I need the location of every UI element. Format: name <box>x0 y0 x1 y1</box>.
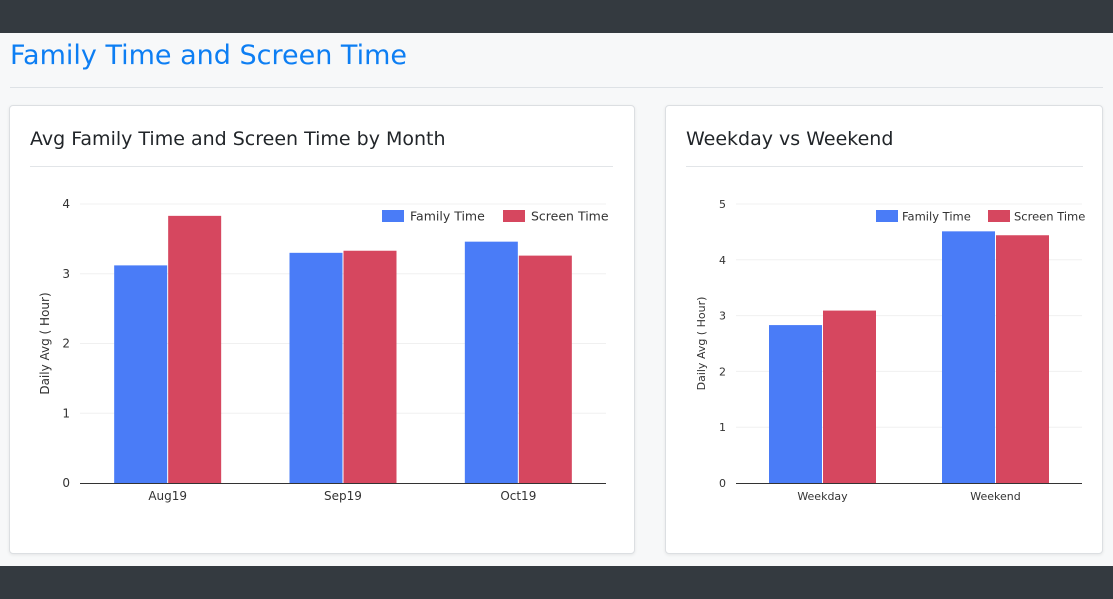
y-tick-label: 0 <box>62 476 70 490</box>
x-tick-label: Weekday <box>797 490 848 503</box>
legend-swatch <box>876 210 898 222</box>
weekday-chart-card: Weekday vs Weekend 0 1 2 3 4 5 Weekday Weekend D… <box>665 105 1103 554</box>
legend-label: Family Time <box>902 210 971 224</box>
y-axis-title: Daily Avg ( Hour) <box>695 297 708 391</box>
page-title: Family Time and Screen Time <box>10 40 407 71</box>
card-divider <box>686 166 1083 167</box>
legend-swatch <box>503 210 525 222</box>
y-tick-label: 3 <box>719 310 726 323</box>
y-tick-label: 1 <box>719 421 726 434</box>
family-time-bar <box>942 231 995 483</box>
footer-bar <box>0 566 1113 599</box>
screen-time-bar <box>168 215 222 484</box>
y-tick-label: 4 <box>719 254 726 267</box>
screen-time-bar <box>823 310 876 483</box>
card-title: Avg Family Time and Screen Time by Month <box>30 128 446 150</box>
y-tick-label: 0 <box>719 477 726 490</box>
y-tick-label: 1 <box>62 406 70 420</box>
screen-time-bar <box>518 255 572 483</box>
y-tick-label: 2 <box>719 365 726 378</box>
title-divider <box>10 87 1103 88</box>
y-tick-label: 4 <box>62 197 70 211</box>
card-title: Weekday vs Weekend <box>686 128 894 150</box>
family-time-bar <box>114 265 168 483</box>
top-navbar <box>0 0 1113 33</box>
legend-label: Family Time <box>410 209 485 224</box>
y-tick-label: 3 <box>62 267 70 281</box>
y-tick-label: 5 <box>719 198 726 211</box>
card-divider <box>30 166 613 167</box>
x-tick-label: Weekend <box>970 490 1020 503</box>
monthly-chart-card: Avg Family Time and Screen Time by Month… <box>9 105 635 554</box>
monthly-bar-chart: 0 1 2 3 4 Aug19 Sep19 Oct19 Daily Avg ( Hour) Fam… <box>38 197 609 503</box>
family-time-bar <box>289 252 343 483</box>
legend-label: Screen Time <box>1014 210 1085 224</box>
y-tick-label: 2 <box>62 337 70 351</box>
y-axis-title: Daily Avg ( Hour) <box>38 292 52 394</box>
x-tick-label: Aug19 <box>148 489 187 503</box>
family-time-bar <box>464 241 518 483</box>
legend-swatch <box>988 210 1010 222</box>
legend-swatch <box>382 210 404 222</box>
weekday-bar-chart: 0 1 2 3 4 5 Weekday Weekend Daily Avg ( Hour) Fam… <box>695 198 1085 503</box>
legend-label: Screen Time <box>531 209 609 224</box>
family-time-bar <box>769 325 822 483</box>
x-tick-label: Oct19 <box>500 489 536 503</box>
screen-time-bar <box>343 250 397 483</box>
x-tick-label: Sep19 <box>324 489 362 503</box>
screen-time-bar <box>996 235 1049 483</box>
